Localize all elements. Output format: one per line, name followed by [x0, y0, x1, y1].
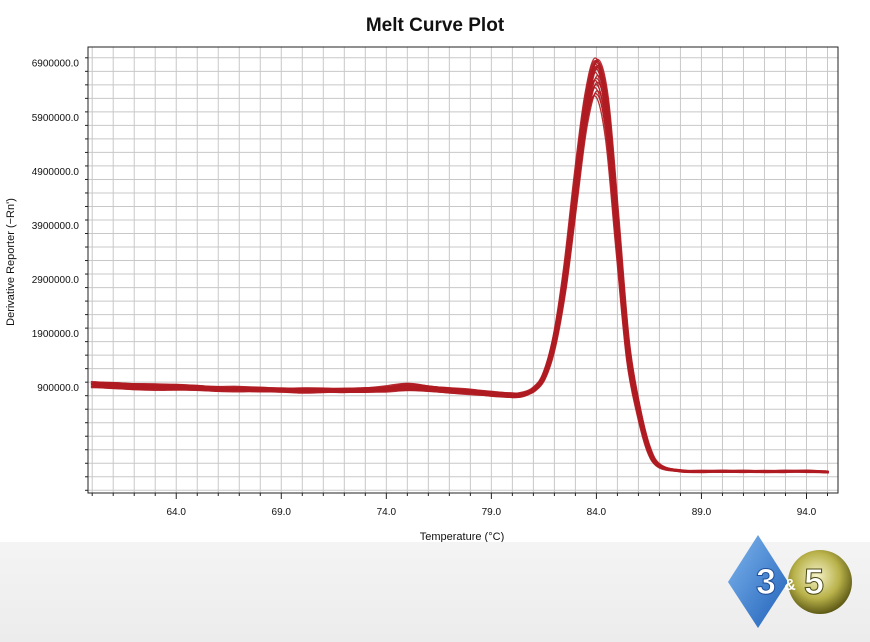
footer-band	[0, 542, 870, 642]
melt-curve-trace	[92, 65, 828, 473]
y-tick-label: 1900000.0	[32, 329, 80, 340]
melt-curve-trace	[93, 81, 829, 474]
series-group	[90, 57, 829, 474]
melt-curve-trace	[92, 61, 828, 473]
melt-curve-trace	[92, 93, 828, 474]
x-tick-label: 94.0	[797, 507, 817, 518]
melt-curve-trace	[90, 60, 827, 473]
y-tick-label: 6900000.0	[32, 59, 80, 70]
melt-curve-trace	[92, 59, 828, 473]
x-tick-label: 69.0	[272, 507, 292, 518]
melt-curve-trace	[93, 66, 829, 473]
chart-title: Melt Curve Plot	[366, 15, 505, 36]
logo-text-amp: &	[784, 577, 796, 594]
melt-curve-trace	[90, 71, 827, 474]
logo-diamond	[728, 535, 788, 628]
melt-curve-trace	[93, 58, 829, 473]
x-tick-label: 84.0	[587, 507, 607, 518]
x-tick-label: 79.0	[482, 507, 502, 518]
y-tick-label: 4900000.0	[32, 167, 80, 178]
melt-curve-trace	[93, 60, 829, 473]
melt-curve-trace	[92, 77, 828, 473]
logo-text-5: 5	[804, 561, 824, 602]
x-tick-label: 64.0	[167, 507, 187, 518]
x-tick-label: 89.0	[692, 507, 712, 518]
axis-ticks: 64.0 69.0 74.0 79.0 84.0 89.0 94.0 900000.0 1900…	[32, 57, 828, 518]
y-tick-label: 2900000.0	[32, 275, 80, 286]
y-tick-label: 5900000.0	[32, 113, 80, 124]
logo-disc	[788, 550, 852, 614]
melt-curve-trace	[93, 90, 829, 474]
melt-curve-trace	[92, 83, 828, 474]
plot-frame	[87, 46, 839, 494]
x-tick-label: 74.0	[377, 507, 397, 518]
melt-curve-trace	[90, 87, 827, 474]
melt-curve-trace	[92, 68, 828, 473]
y-tick-label: 900000.0	[37, 383, 79, 394]
melt-curve-trace	[90, 57, 827, 473]
y-axis-label: Derivative Reporter (−Rn')	[5, 198, 17, 326]
logo-text-3: 3	[756, 561, 776, 602]
grid-lines	[88, 47, 838, 493]
melt-curve-trace	[93, 64, 829, 473]
melt-curve-chart: Melt Curve Plot 64.0 69.0 74.0 79.0 84.0 89.0…	[5, 15, 839, 542]
y-tick-label: 3900000.0	[32, 221, 80, 232]
melt-curve-trace	[90, 66, 827, 473]
logo-3-and-5: 3 & 5	[728, 535, 852, 628]
x-axis-label: Temperature (°C)	[420, 531, 504, 542]
